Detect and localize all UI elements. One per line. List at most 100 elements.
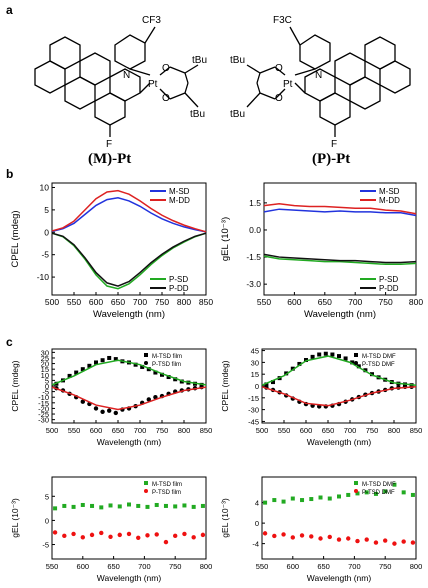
data-point — [173, 377, 178, 382]
n-label: N — [123, 70, 130, 81]
molecule-m-pt-structure: CF3 N Pt O O tBu tBu F — [34, 15, 207, 150]
data-point — [153, 370, 158, 375]
x-tick-label: 500 — [46, 426, 59, 435]
x-tick-label: 700 — [348, 562, 361, 571]
legend-swatch — [354, 361, 358, 365]
legend-label: P-TSD film — [152, 490, 181, 496]
data-point — [146, 367, 151, 372]
legend-swatch — [144, 353, 148, 357]
legend-label: M-SD — [169, 187, 190, 196]
data-point — [80, 502, 85, 507]
panel-label-c: c — [6, 335, 13, 349]
x-tick-label: 700 — [138, 562, 151, 571]
data-point — [271, 380, 275, 385]
x-tick-label: 500 — [45, 297, 59, 307]
data-point — [173, 533, 178, 539]
data-point — [337, 354, 341, 359]
data-point — [160, 372, 164, 377]
legend-label: P-DD — [169, 284, 189, 293]
x-axis-label: Wavelength (nm) — [307, 437, 372, 447]
x-tick-label: 800 — [409, 297, 423, 307]
x-tick-label: 750 — [156, 426, 169, 435]
plot-frame — [51, 182, 207, 296]
data-point — [154, 532, 159, 537]
data-point — [330, 352, 335, 357]
legend-swatch — [354, 481, 358, 485]
molecule-p-pt-structure: F3C N Pt O O tBu tBu F — [230, 15, 411, 150]
data-point — [62, 533, 67, 539]
x-axis-label: Wavelength (nm) — [304, 309, 376, 320]
data-point — [133, 362, 138, 367]
data-point — [281, 532, 286, 537]
n-label: N — [315, 70, 322, 81]
data-point — [304, 358, 308, 363]
x-tick-label: 750 — [379, 562, 392, 571]
data-point — [163, 503, 168, 508]
x-tick-label: 850 — [199, 297, 213, 307]
y-tick-label: 0 — [45, 382, 49, 391]
y-tick-label: 30 — [41, 348, 49, 357]
x-tick-label: 700 — [134, 426, 147, 435]
legend-label: M-TSD DMF — [362, 354, 396, 360]
data-point — [383, 538, 388, 543]
data-point — [71, 531, 76, 537]
data-point — [113, 410, 119, 416]
series-line — [263, 253, 417, 264]
data-point — [327, 534, 332, 540]
data-point — [53, 506, 58, 511]
series-line — [51, 232, 207, 287]
o-label-2: O — [162, 93, 170, 104]
data-point — [263, 500, 268, 505]
y-tick-label: 15 — [251, 370, 259, 379]
data-point — [410, 540, 416, 545]
y-tick-label: 0 — [255, 382, 259, 391]
legend-label: P-SD — [379, 275, 398, 284]
x-tick-label: 550 — [68, 426, 81, 435]
data-point — [272, 498, 277, 503]
y-tick-label: -45 — [248, 417, 259, 426]
x-tick-label: 600 — [287, 297, 301, 307]
tbu-label-2: tBu — [230, 109, 245, 120]
x-tick-label: 800 — [410, 562, 423, 571]
data-point — [317, 352, 322, 357]
data-point — [262, 531, 268, 536]
data-point — [290, 366, 295, 371]
series-line — [263, 255, 417, 266]
panel-label-b: b — [6, 167, 14, 181]
data-point — [272, 533, 277, 539]
x-tick-label: 650 — [318, 297, 332, 307]
data-point — [191, 535, 196, 540]
y-tick-label: 1.5 — [249, 198, 261, 208]
data-point — [373, 540, 379, 545]
cf3-label: CF3 — [142, 15, 161, 26]
x-tick-label: 500 — [256, 426, 269, 435]
legend-swatch — [144, 481, 148, 485]
data-point — [154, 502, 159, 507]
legend-label: P-TSD DMF — [362, 490, 395, 496]
data-point — [100, 358, 105, 363]
x-tick-label: 850 — [200, 426, 213, 435]
data-point — [290, 496, 295, 501]
data-point — [99, 530, 104, 536]
data-point — [94, 360, 98, 365]
data-point — [318, 495, 323, 500]
y-tick-label: -5 — [42, 388, 49, 397]
data-point — [87, 363, 92, 368]
plot-frame — [51, 348, 207, 424]
chart-c-top-right: 500 550 600 650 700 750 800 850 45 30 15 0 -15 -30 -45… — [220, 347, 422, 447]
legend-label: P-DD — [379, 284, 399, 293]
series-line — [263, 203, 417, 215]
plot-frame — [261, 476, 417, 560]
x-tick-label: 700 — [344, 426, 357, 435]
data-point — [310, 354, 315, 359]
y-tick-label: 45 — [251, 347, 259, 356]
x-tick-label: 600 — [89, 297, 103, 307]
y-tick-label: -4 — [252, 540, 259, 549]
data-point — [383, 489, 388, 494]
data-point — [108, 534, 113, 540]
data-point — [99, 505, 104, 510]
data-point — [136, 535, 141, 540]
f-label: F — [106, 139, 112, 150]
molecule-p-pt-label: (P)-Pt — [312, 151, 351, 167]
x-tick-label: 550 — [257, 297, 271, 307]
